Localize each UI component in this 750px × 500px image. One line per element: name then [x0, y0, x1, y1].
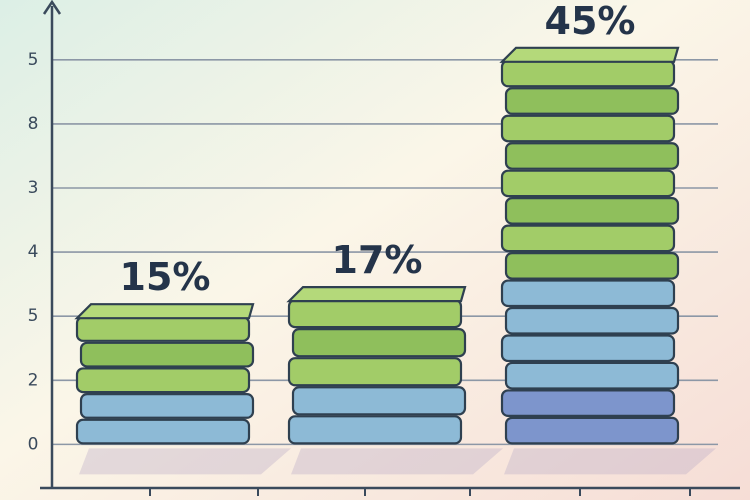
bar-slab — [79, 341, 255, 368]
bar-slab — [500, 334, 676, 363]
y-tick-label: 5 — [28, 306, 39, 326]
bar-slab — [504, 416, 680, 445]
y-tick-label: 2 — [28, 370, 39, 390]
bar-stack: 15% — [74, 255, 291, 475]
bar-slab — [500, 59, 676, 88]
y-tick-label: 3 — [28, 178, 39, 198]
bar-shadow — [291, 448, 503, 475]
bar-slab — [504, 361, 680, 390]
bar-stack: 45% — [499, 0, 716, 475]
value-label: 15% — [120, 255, 211, 299]
value-label: 17% — [332, 238, 423, 282]
bar-slab — [291, 386, 467, 416]
y-tick-label: 8 — [28, 114, 39, 134]
bar-slab — [500, 169, 676, 198]
y-tick-label: 4 — [28, 242, 39, 262]
y-tick-label: 0 — [28, 434, 39, 454]
bar-slab — [500, 114, 676, 143]
bar-slab — [287, 415, 463, 445]
bar-slab — [75, 316, 251, 342]
bar-slab — [504, 306, 680, 335]
bar-slab — [287, 298, 463, 329]
value-label: 45% — [545, 0, 636, 43]
bar-slab — [504, 87, 680, 115]
bars: 15% 17% 45% — [74, 0, 716, 475]
bar-slab — [75, 418, 251, 445]
x-axis-ticks — [149, 488, 691, 496]
bar-top-face — [286, 285, 467, 303]
bar-slab — [500, 389, 676, 417]
bar-top-face — [74, 303, 255, 320]
bar-slab — [79, 392, 255, 419]
bar-slab — [75, 367, 251, 394]
bar-shadow — [504, 448, 716, 475]
y-tick-label: 5 — [28, 50, 39, 70]
bar-slab — [500, 224, 676, 253]
y-axis-arrow — [42, 0, 62, 15]
bar-stack: 17% — [286, 238, 503, 475]
bar-slab — [291, 328, 467, 358]
bar-slab — [504, 142, 680, 170]
bar-shadow — [79, 448, 291, 475]
bar-top-face — [499, 46, 680, 63]
bar-slab — [504, 197, 680, 225]
bar-slab — [287, 357, 463, 387]
bar-slab — [500, 279, 676, 308]
bar-slab — [504, 251, 680, 280]
